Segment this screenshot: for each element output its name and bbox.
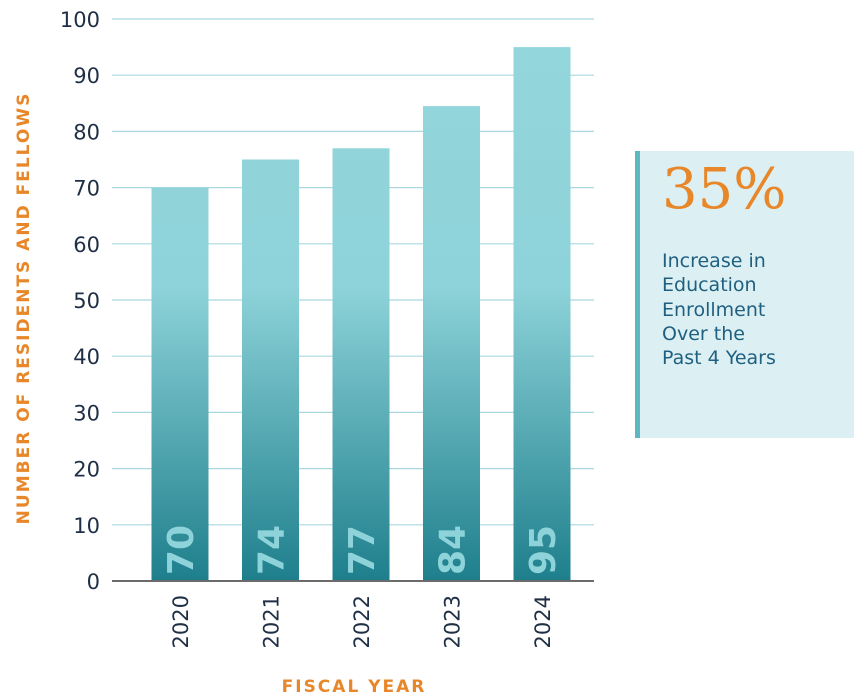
x-axis-ticks: 2020 2021 2022 2023 2024 — [169, 595, 555, 648]
bar — [242, 159, 299, 581]
x-tick-label: 2021 — [260, 595, 284, 648]
y-tick-label: 80 — [73, 120, 100, 144]
y-tick-label: 60 — [73, 233, 100, 257]
callout-line: Increase in — [662, 250, 766, 272]
y-tick-label: 30 — [73, 401, 100, 425]
y-tick-label: 10 — [73, 514, 100, 538]
bar — [151, 187, 209, 581]
bar — [423, 106, 480, 582]
bar — [332, 148, 390, 581]
y-tick-label: 90 — [73, 64, 100, 88]
bar-data-label: 70 — [161, 525, 202, 575]
y-tick-label: 20 — [73, 458, 100, 482]
bar-data-label: 77 — [342, 525, 383, 575]
x-tick-label: 2022 — [350, 595, 374, 648]
x-tick-label: 2023 — [441, 595, 465, 648]
y-tick-label: 40 — [73, 345, 100, 369]
y-tick-label: 50 — [73, 289, 100, 313]
callout-percentage: 35% — [662, 157, 787, 222]
x-tick-label: 2020 — [169, 595, 193, 648]
y-tick-label: 100 — [60, 8, 100, 32]
stat-callout: 35% Increase in Education Enrollment Ove… — [635, 151, 854, 438]
bars: 70 74 77 84 95 — [151, 47, 571, 582]
callout-line: Enrollment — [662, 298, 766, 321]
bar — [513, 47, 571, 582]
y-tick-label: 70 — [73, 177, 100, 201]
x-tick-label: 2024 — [531, 595, 555, 648]
bar-data-label: 84 — [433, 525, 474, 575]
callout-description: Increase in Education Enrollment Over th… — [662, 249, 842, 371]
y-tick-label: 0 — [87, 570, 100, 594]
y-axis-title: NUMBER OF RESIDENTS AND FELLOWS — [14, 92, 34, 525]
callout-line: Past 4 Years — [662, 347, 776, 370]
callout-line: Over the — [662, 322, 745, 345]
bar-data-label: 74 — [252, 525, 293, 575]
bar-data-label: 95 — [523, 525, 564, 575]
y-axis-ticks: 0 10 20 30 40 50 60 70 80 90 100 — [60, 8, 100, 594]
callout-line: Education — [662, 274, 757, 297]
x-axis-title: FISCAL YEAR — [282, 677, 427, 694]
